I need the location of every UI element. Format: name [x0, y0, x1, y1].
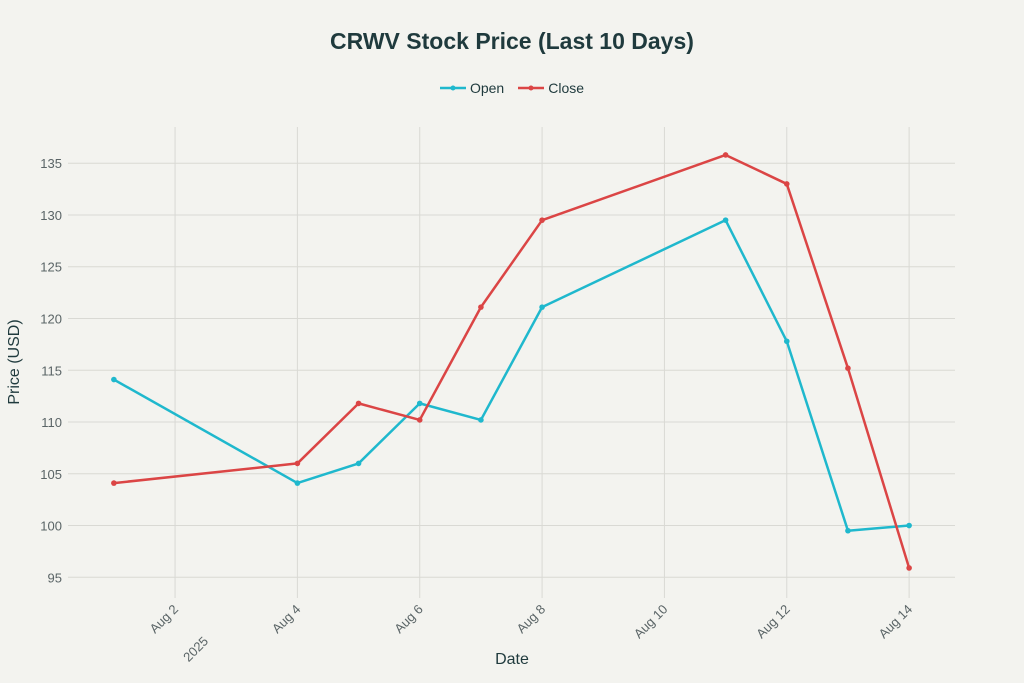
- y-tick-label: 120: [40, 312, 62, 327]
- x-tick-label: Aug 12: [753, 602, 793, 642]
- x-tick-label: Aug 6: [391, 602, 426, 637]
- data-point-open: [906, 522, 912, 529]
- data-point-open: [539, 304, 545, 310]
- y-tick-label: 125: [40, 260, 62, 275]
- legend-swatch-close: [518, 85, 545, 91]
- legend-item-open[interactable]: Open: [439, 80, 505, 96]
- legend-item-close[interactable]: Close: [518, 80, 584, 96]
- data-point-close: [478, 304, 484, 310]
- data-point-open: [478, 417, 484, 423]
- data-point-open: [294, 480, 301, 486]
- y-axis-label: Price (USD): [6, 319, 23, 404]
- data-point-close: [416, 417, 423, 423]
- y-tick-label: 100: [40, 519, 62, 534]
- gridlines: [68, 127, 955, 598]
- data-point-open: [416, 400, 423, 407]
- y-tick-label: 135: [40, 156, 62, 171]
- y-tick-label: 105: [40, 467, 62, 482]
- x-tick-label: Aug 10: [631, 602, 671, 642]
- x-tick-label: Aug 4: [269, 602, 304, 637]
- series-lines: [111, 152, 912, 571]
- y-tick-label: 115: [41, 363, 62, 378]
- legend: Open Close: [0, 80, 1024, 96]
- data-point-open: [783, 338, 790, 345]
- y-axis-ticks: 95 100 105 110 115 120 125 130 135: [40, 156, 62, 585]
- series-line-open: [113, 218, 910, 532]
- legend-label-open: Open: [469, 80, 505, 96]
- x-tick-label: Aug 8: [514, 602, 549, 637]
- data-point-close: [783, 181, 790, 187]
- x-tick-label: Aug 14: [876, 602, 916, 642]
- y-tick-label: 95: [48, 570, 62, 585]
- chart-title: CRWV Stock Price (Last 10 Days): [330, 28, 694, 54]
- data-point-open: [355, 460, 362, 467]
- x-tick-label: Aug 2: [147, 602, 182, 637]
- data-point-open: [111, 376, 117, 383]
- data-point-close: [355, 400, 362, 407]
- legend-label-close: Close: [548, 80, 585, 96]
- data-point-close: [294, 460, 301, 467]
- data-point-close: [111, 480, 117, 486]
- legend-swatch-open: [439, 85, 466, 91]
- x-axis-label: Date: [495, 651, 529, 668]
- y-tick-label: 110: [41, 415, 62, 430]
- data-point-close: [845, 365, 851, 371]
- data-point-close: [722, 152, 729, 158]
- data-point-close: [906, 565, 912, 571]
- data-point-close: [539, 217, 545, 223]
- y-tick-label: 130: [40, 208, 62, 223]
- data-point-open: [845, 527, 851, 534]
- series-line-close: [113, 153, 911, 569]
- data-point-open: [722, 217, 729, 223]
- x-tick-sublabel: 2025: [180, 634, 211, 665]
